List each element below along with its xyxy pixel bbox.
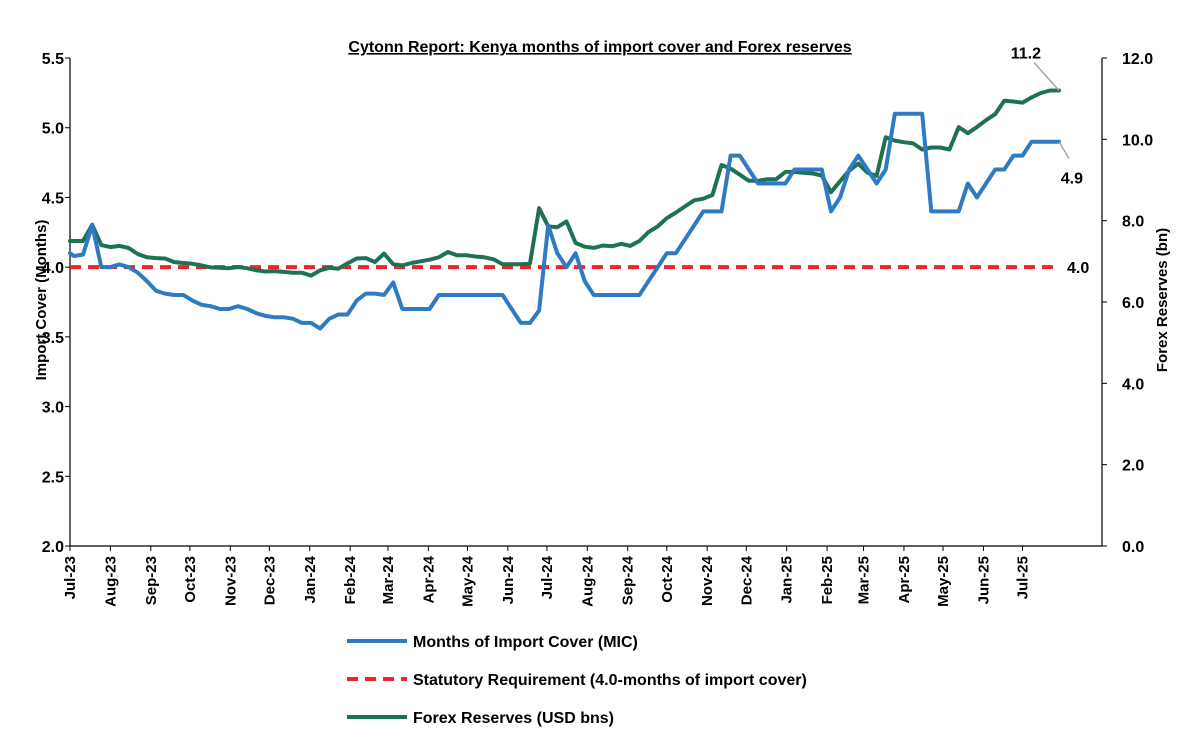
axes-group: 2.0 2.5 3.0 3.5 4.0 4.5 5.0 5.5 0.0 2.0 4.0 6.0 8.0 1…	[42, 51, 1153, 607]
y-axis-right-title: Forex Reserves (bn)	[1154, 228, 1171, 372]
x-tick-label: Jan-24	[302, 555, 319, 603]
x-tick-label: May-24	[459, 555, 476, 607]
legend-label: Forex Reserves (USD bns)	[413, 710, 614, 727]
x-tick-label: Jul-25	[1015, 556, 1032, 599]
annotation-leader-mic	[1058, 141, 1070, 160]
y-left-tick-label: 4.0	[42, 260, 64, 277]
y-right-tick-label: 4.0	[1122, 376, 1144, 393]
x-tick-label: Jun-24	[500, 555, 517, 604]
annotation-statutory: 4.0	[1067, 260, 1089, 277]
y-left-tick-label: 3.5	[42, 330, 64, 347]
series-layer	[68, 88, 1061, 331]
x-tick-label: Sep-23	[143, 556, 160, 605]
x-tick-label: Dec-24	[738, 555, 755, 605]
x-tick-label: May-25	[935, 556, 952, 607]
annotation-leader-forex	[1033, 62, 1060, 92]
y-left-tick-label: 5.5	[42, 51, 64, 68]
x-tick-label: Jun-25	[975, 556, 992, 604]
y-right-tick-label: 8.0	[1122, 214, 1144, 231]
x-tick-label: Mar-25	[856, 556, 873, 604]
y-axis-left-title: Import Cover (Months)	[33, 220, 50, 381]
x-tick-label: Nov-24	[699, 555, 716, 606]
x-tick-label: Oct-24	[659, 555, 676, 602]
annotation-forex-last: 11.2	[1011, 46, 1041, 63]
y-right-tick-label: 12.0	[1122, 51, 1153, 68]
y-left-tick-label: 4.5	[42, 190, 64, 207]
x-tick-label: Jul-24	[539, 555, 556, 599]
x-tick-label: Aug-23	[102, 556, 119, 607]
x-tick-label: Feb-24	[342, 555, 359, 604]
x-tick-label: Apr-24	[420, 555, 437, 603]
chart-title: Cytonn Report: Kenya months of import co…	[348, 39, 851, 56]
x-tick-label: Sep-24	[620, 555, 637, 605]
mic-series-line	[68, 111, 1061, 331]
annotations-layer: 11.2 4.9 4.0	[1011, 46, 1090, 278]
y-left-tick-label: 5.0	[42, 121, 64, 138]
x-tick-label: Nov-23	[222, 556, 239, 606]
y-right-tick-label: 2.0	[1122, 458, 1144, 475]
legend-label: Months of Import Cover (MIC)	[413, 634, 638, 651]
x-tick-label: Jul-23	[62, 556, 79, 599]
y-left-tick-label: 2.0	[42, 539, 64, 556]
legend: Months of Import Cover (MIC) Statutory Re…	[347, 634, 807, 727]
x-tick-label: Mar-24	[380, 555, 397, 604]
annotation-mic-last: 4.9	[1061, 171, 1083, 188]
x-tick-label: Jan-25	[779, 556, 796, 604]
x-tick-label: Oct-23	[182, 556, 199, 603]
y-right-tick-label: 0.0	[1122, 539, 1144, 556]
x-tick-label: Feb-25	[819, 556, 836, 604]
y-left-tick-label: 2.5	[42, 469, 64, 486]
y-right-tick-label: 6.0	[1122, 295, 1144, 312]
x-tick-label: Aug-24	[579, 555, 596, 606]
y-right-tick-label: 10.0	[1122, 132, 1153, 149]
y-left-tick-label: 3.0	[42, 400, 64, 417]
legend-label: Statutory Requirement (4.0-months of imp…	[413, 672, 807, 689]
x-tick-label: Apr-25	[896, 556, 913, 604]
x-tick-label: Dec-23	[261, 556, 278, 605]
forex-reserves-series-line	[68, 88, 1061, 278]
